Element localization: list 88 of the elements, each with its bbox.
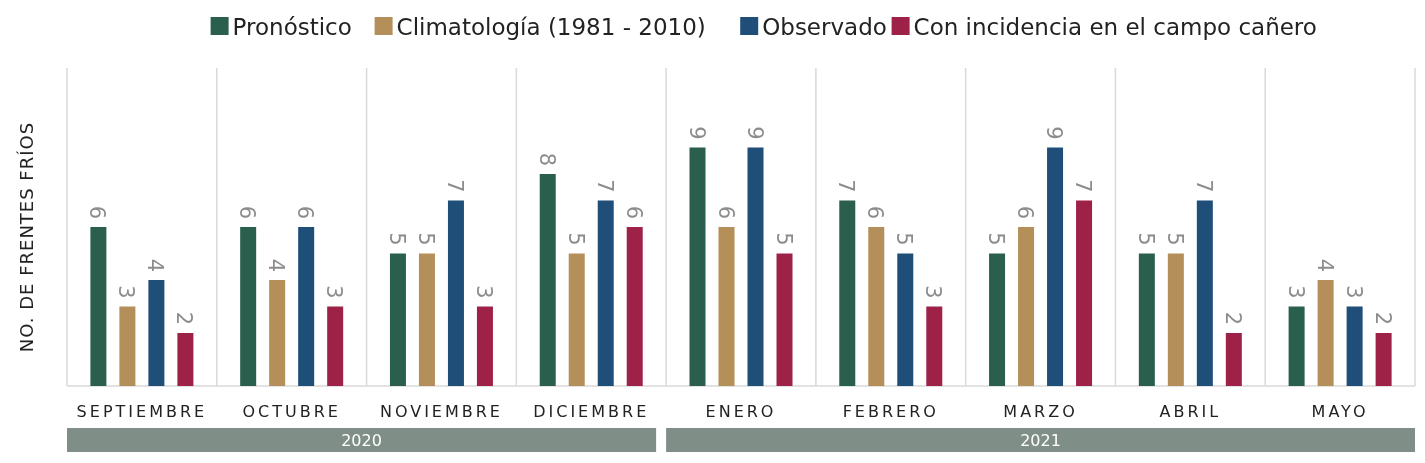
data-label: 3 xyxy=(1341,285,1366,299)
bar xyxy=(689,147,706,386)
bar xyxy=(597,200,614,386)
data-label: 6 xyxy=(293,205,318,219)
bar xyxy=(897,253,914,386)
bar xyxy=(240,227,257,386)
data-label: 2 xyxy=(1220,311,1245,325)
bar xyxy=(1288,306,1305,386)
legend-label: Con incidencia en el campo cañero xyxy=(913,14,1317,40)
bar xyxy=(839,200,856,386)
data-label: 5 xyxy=(892,232,917,246)
bar xyxy=(626,227,643,386)
data-label: 5 xyxy=(1162,232,1187,246)
bar xyxy=(747,147,764,386)
bar xyxy=(1047,147,1064,386)
data-label: 3 xyxy=(114,285,139,299)
bar xyxy=(418,253,435,386)
bar xyxy=(298,227,315,386)
data-label: 4 xyxy=(143,258,168,272)
bar xyxy=(148,280,165,386)
x-tick-label: MAYO xyxy=(1311,402,1369,421)
text: 2021 xyxy=(1020,431,1061,450)
data-label: 7 xyxy=(592,179,617,193)
text: 2020 xyxy=(341,431,382,450)
data-label: 5 xyxy=(384,232,409,246)
bar xyxy=(1346,306,1363,386)
bar xyxy=(119,306,136,386)
bar xyxy=(568,253,585,386)
data-label: 7 xyxy=(1071,179,1096,193)
data-label: 4 xyxy=(1312,258,1337,272)
bar xyxy=(776,253,793,386)
bar xyxy=(327,306,344,386)
bar xyxy=(718,227,735,386)
data-label: 6 xyxy=(235,205,260,219)
bar xyxy=(90,227,107,386)
data-label: 5 xyxy=(563,232,588,246)
data-label: 3 xyxy=(921,285,946,299)
data-label: 8 xyxy=(534,152,559,166)
data-label: 9 xyxy=(684,126,709,140)
data-label: 6 xyxy=(621,205,646,219)
data-label: 6 xyxy=(713,205,738,219)
bar xyxy=(539,174,556,386)
x-tick-label: FEBRERO xyxy=(842,402,939,421)
x-tick-label: ENERO xyxy=(705,402,777,421)
legend-label: Climatología (1981 - 2010) xyxy=(396,14,706,40)
bar xyxy=(476,306,493,386)
bar xyxy=(989,253,1006,386)
bar xyxy=(1138,253,1155,386)
data-label: 9 xyxy=(1042,126,1067,140)
data-label: 6 xyxy=(863,205,888,219)
data-label: 7 xyxy=(1191,179,1216,193)
data-label: 6 xyxy=(1013,205,1038,219)
data-label: 9 xyxy=(742,126,767,140)
bar xyxy=(1167,253,1184,386)
bar xyxy=(447,200,464,386)
data-label: 4 xyxy=(264,258,289,272)
x-tick-label: ABRIL xyxy=(1159,402,1222,421)
bar xyxy=(269,280,286,386)
data-label: 5 xyxy=(984,232,1009,246)
data-label: 2 xyxy=(1370,311,1395,325)
data-label: 5 xyxy=(771,232,796,246)
data-label: 6 xyxy=(85,205,110,219)
x-tick-label: MARZO xyxy=(1003,402,1078,421)
bar xyxy=(1225,333,1242,386)
y-axis-title: NO. DE FRENTES FRÍOS xyxy=(16,121,37,353)
bar xyxy=(1196,200,1213,386)
bar xyxy=(1317,280,1334,386)
bar xyxy=(389,253,406,386)
data-label: 7 xyxy=(442,179,467,193)
x-tick-label: OCTUBRE xyxy=(242,402,341,421)
data-label: 3 xyxy=(322,285,347,299)
x-tick-label: NOVIEMBRE xyxy=(379,402,503,421)
data-label: 2 xyxy=(172,311,197,325)
data-label: 5 xyxy=(1133,232,1158,246)
bar xyxy=(1018,227,1035,386)
bar xyxy=(177,333,194,386)
data-label: 7 xyxy=(834,179,859,193)
bar xyxy=(1375,333,1392,386)
bar xyxy=(868,227,885,386)
data-label: 5 xyxy=(413,232,438,246)
x-tick-label: DICIEMBRE xyxy=(533,402,650,421)
legend-label: Observado xyxy=(762,14,887,40)
data-label: 3 xyxy=(1283,285,1308,299)
data-label: 3 xyxy=(471,285,496,299)
x-tick-label: SEPTIEMBRE xyxy=(76,402,208,421)
bar xyxy=(926,306,943,386)
legend-label: Pronóstico xyxy=(232,14,352,40)
bar xyxy=(1076,200,1093,386)
